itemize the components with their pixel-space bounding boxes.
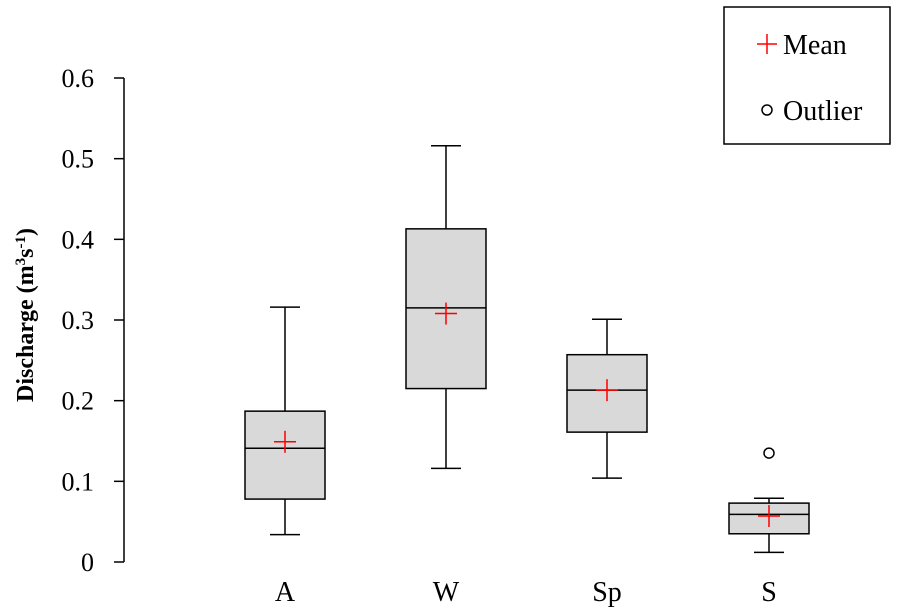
x-tick-label: W [433,577,460,608]
box-Sp [566,318,648,479]
y-axis-label: Discharge (m3s-1) [13,228,39,402]
legend-item-outlier: Outlier [761,96,863,127]
legend: Mean Outlier [723,6,891,145]
mean-marker [274,430,296,453]
iqr-box [566,353,648,433]
y-tick-label: 0.1 [62,467,95,496]
y-tick-label: 0.3 [62,306,95,335]
x-tick-label: S [761,577,777,608]
y-tick-label: 0.2 [62,387,95,416]
box-A [244,306,326,536]
outlier-legend-icon [761,104,773,116]
y-tick-label: 0 [81,548,94,577]
y-axis: 0 0.1 0.2 0.3 0.4 0.5 0.6 [62,64,125,577]
legend-item-mean: Mean [757,30,847,61]
y-tick-label: 0.6 [62,64,95,93]
outlier-point [763,447,775,459]
box-S [728,447,810,554]
boxes-group [244,145,810,554]
mean-marker [596,379,618,402]
x-tick-label: A [275,577,296,608]
y-tick-label: 0.4 [62,225,95,254]
mean-marker [758,505,780,528]
iqr-box [244,410,326,500]
x-axis-labels: A W Sp S [275,577,777,608]
mean-marker [435,302,457,325]
legend-box [723,6,891,145]
x-tick-label: Sp [592,577,622,608]
y-tick-label: 0.5 [62,145,95,174]
legend-label-outlier: Outlier [783,96,863,127]
legend-label-mean: Mean [783,30,847,61]
box-W [405,145,487,470]
